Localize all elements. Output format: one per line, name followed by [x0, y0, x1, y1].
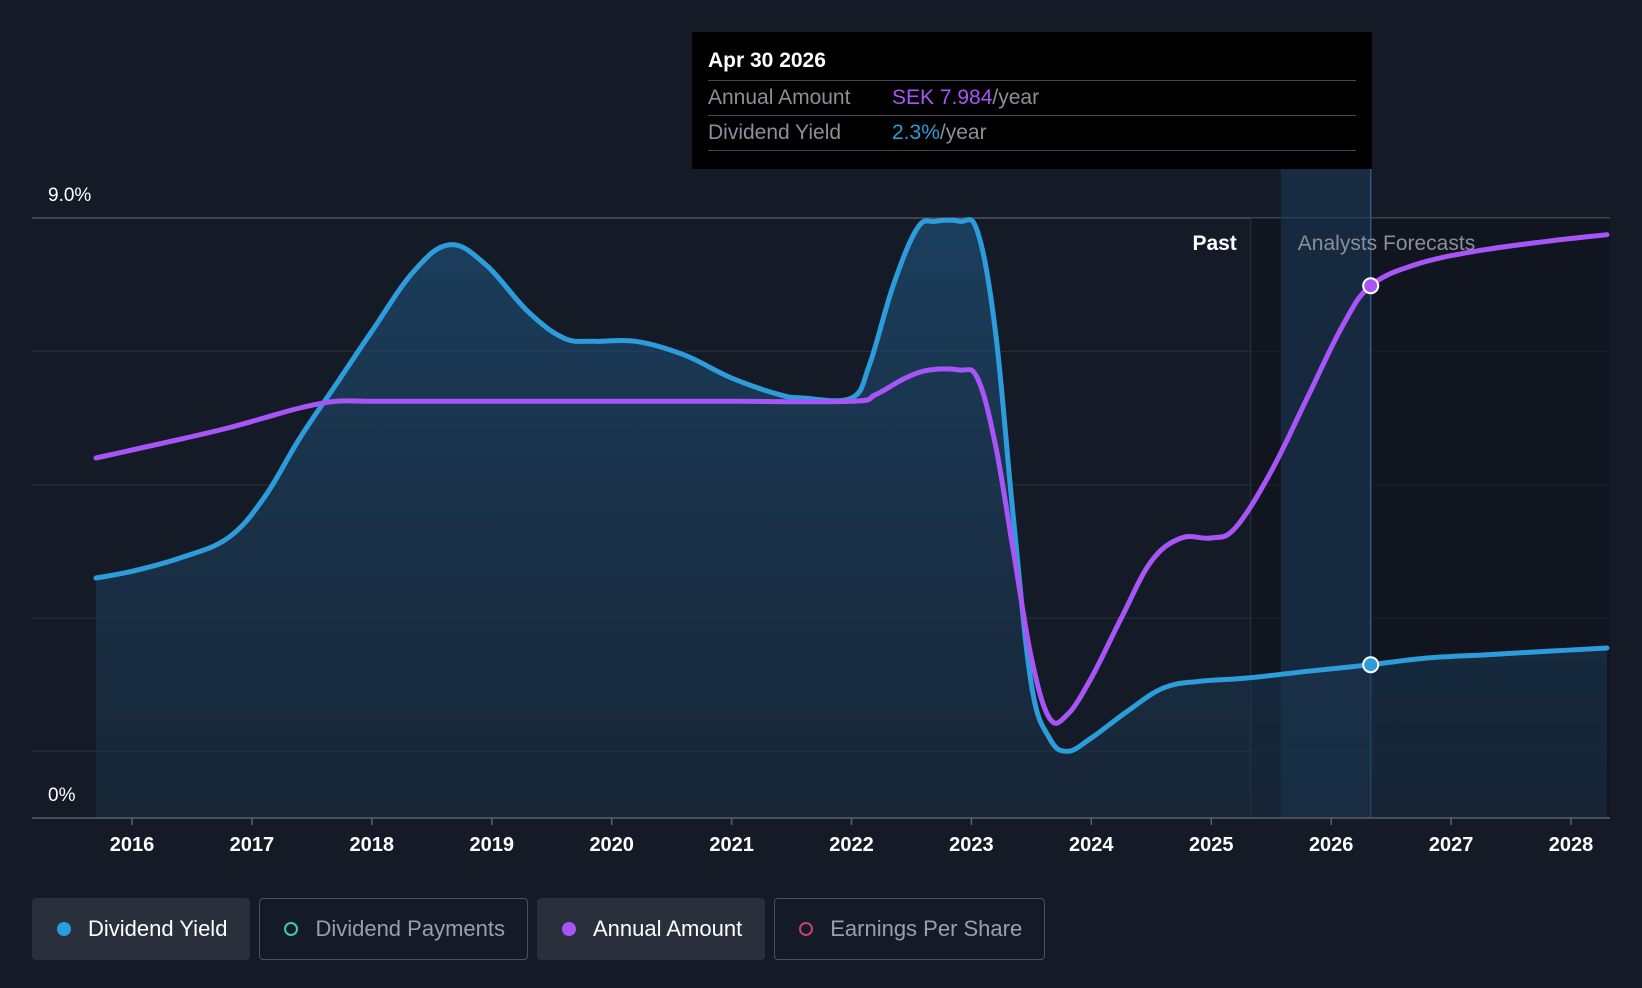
- x-tick-label: 2028: [1549, 834, 1594, 856]
- legend-earnings-per-share[interactable]: Earnings Per Share: [774, 898, 1046, 960]
- y-min-label: 0%: [48, 785, 76, 806]
- x-tick-label: 2023: [949, 834, 994, 856]
- x-tick-label: 2019: [470, 834, 515, 856]
- past-label: Past: [1192, 232, 1236, 255]
- tooltip-label: Annual Amount: [708, 86, 851, 109]
- legend-label: Earnings Per Share: [830, 916, 1023, 941]
- dividend-yield-area: [96, 219, 1607, 819]
- annual-amount-marker: [1362, 277, 1380, 295]
- legend-label: Annual Amount: [592, 916, 743, 941]
- x-tick-label: 2017: [230, 834, 275, 856]
- legend-dot-icon: [561, 922, 576, 936]
- legend-dot-icon: [284, 922, 299, 936]
- tooltip-unit: /year: [939, 121, 987, 144]
- tooltip-row-dividend-yield: Dividend Yield 2.3% /year: [708, 115, 1356, 151]
- x-tick-label: 2025: [1189, 834, 1234, 856]
- dividend-chart: 2016 2017 2018 2019 2020 2021 2022 2023 2024 2025…: [32, 168, 1610, 856]
- tooltip-row-annual-amount: Annual Amount SEK 7.984 /year: [708, 80, 1356, 115]
- tooltip-value: 2.3%: [892, 121, 940, 144]
- x-tick-label: 2024: [1069, 834, 1114, 856]
- legend-dot-icon: [799, 922, 814, 936]
- chart-labels: 9.0% 0% Past Analysts Forecasts: [48, 185, 1475, 806]
- dividend-yield-line: [93, 217, 1610, 754]
- x-tick-label: 2027: [1429, 834, 1474, 856]
- annual-amount-line: [93, 232, 1610, 726]
- legend-dividend-payments[interactable]: Dividend Payments: [259, 898, 528, 960]
- legend-dot-icon: [57, 922, 71, 936]
- x-tick-label: 2021: [709, 834, 754, 856]
- tooltip-date: Apr 30 2026: [708, 49, 826, 72]
- axes: 2016 2017 2018 2019 2020 2021 2022 2023 2024 2025…: [32, 817, 1610, 856]
- legend-label: Dividend Yield: [88, 916, 228, 941]
- x-tick-label: 2026: [1309, 834, 1354, 856]
- tooltip-value: SEK 7.984: [892, 86, 993, 109]
- series-markers: [1362, 277, 1380, 674]
- legend-dividend-yield[interactable]: Dividend Yield: [32, 898, 251, 960]
- series-lines: [93, 217, 1610, 754]
- series-areas: [96, 219, 1607, 819]
- dividend-yield-marker: [1362, 656, 1380, 674]
- forecast-label: Analysts Forecasts: [1298, 232, 1475, 255]
- tooltip-unit: /year: [992, 86, 1040, 109]
- y-max-label: 9.0%: [48, 185, 91, 206]
- tooltip: Apr 30 2026 Annual Amount SEK 7.984 /yea…: [692, 32, 1372, 169]
- tooltip-label: Dividend Yield: [708, 121, 842, 144]
- x-tick-label: 2020: [589, 834, 634, 856]
- x-tick-label: 2022: [829, 834, 874, 856]
- legend: Dividend Yield Dividend Payments Annual …: [32, 898, 1046, 960]
- legend-label: Dividend Payments: [315, 916, 505, 941]
- x-tick-label: 2018: [350, 834, 395, 856]
- x-tick-label: 2016: [110, 834, 155, 856]
- legend-annual-amount[interactable]: Annual Amount: [536, 898, 766, 960]
